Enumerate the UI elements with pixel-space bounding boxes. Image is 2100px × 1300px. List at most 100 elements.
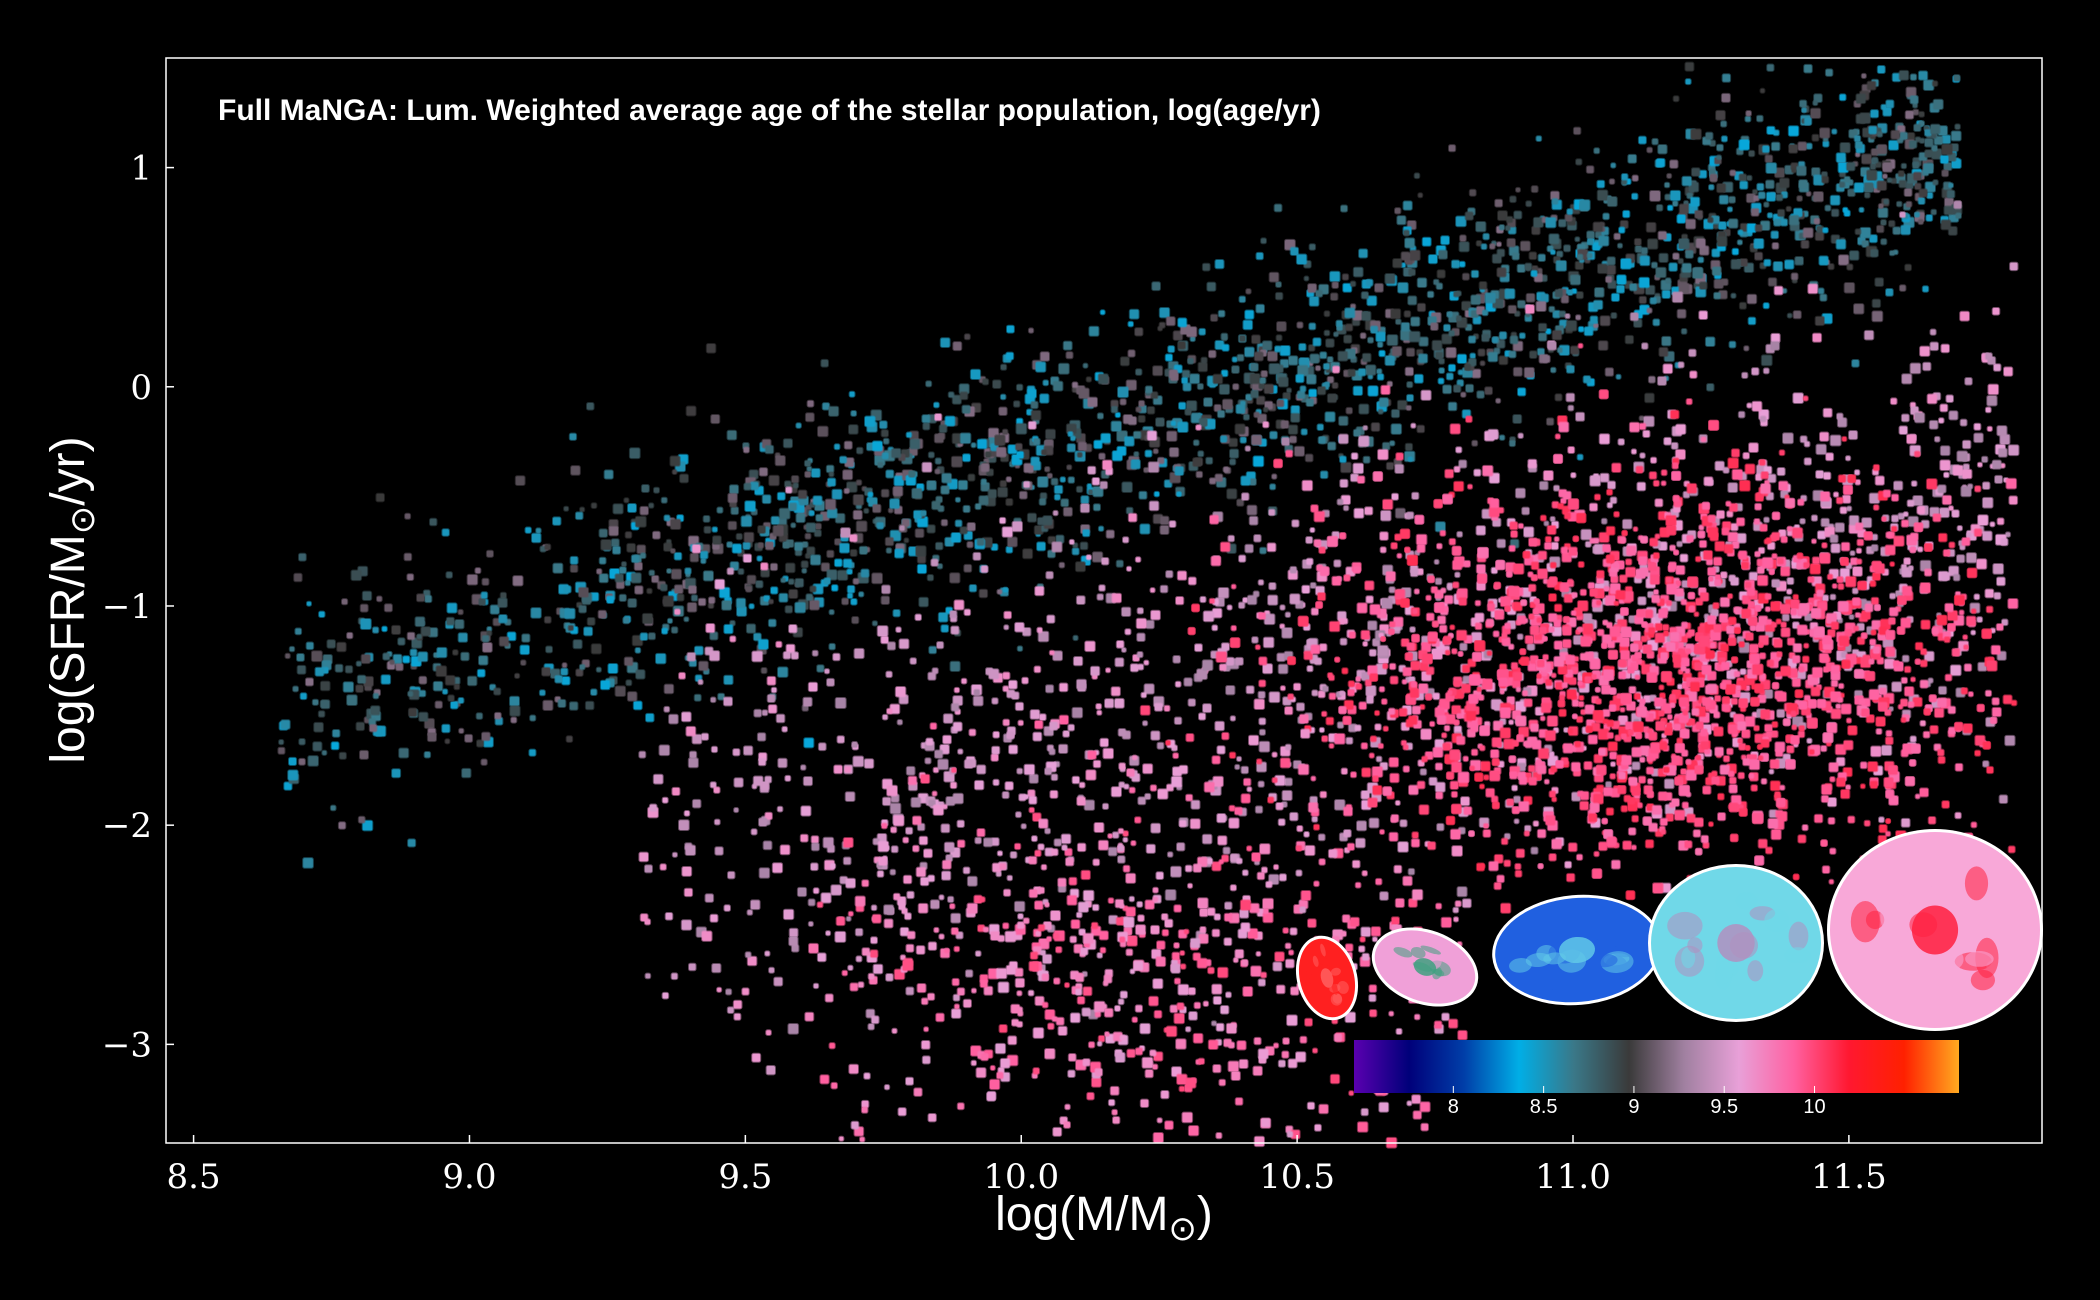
data-point <box>404 512 412 520</box>
data-point <box>1151 281 1161 292</box>
data-point <box>817 425 829 438</box>
data-point <box>1719 571 1728 579</box>
data-point <box>606 595 615 605</box>
data-point <box>742 553 753 563</box>
data-point <box>939 337 951 349</box>
data-point <box>761 709 769 717</box>
data-point <box>355 684 364 694</box>
data-point <box>1798 179 1809 190</box>
data-point <box>1324 411 1336 423</box>
data-point <box>661 991 670 1000</box>
data-point <box>1192 439 1200 447</box>
data-point <box>376 595 383 603</box>
data-point <box>1268 691 1281 704</box>
data-point <box>1649 190 1661 202</box>
data-point <box>1255 303 1266 314</box>
data-point <box>1731 468 1744 481</box>
data-point <box>816 952 827 963</box>
data-point <box>931 667 939 675</box>
data-point <box>1854 522 1864 531</box>
data-point <box>826 477 837 487</box>
data-point <box>1924 149 1934 159</box>
data-point <box>1822 407 1833 418</box>
data-point <box>1140 691 1148 699</box>
data-point <box>713 786 721 794</box>
data-point <box>1607 741 1619 752</box>
data-point <box>725 988 733 996</box>
data-point <box>1537 322 1548 333</box>
data-point <box>1634 674 1641 681</box>
data-point <box>833 443 841 451</box>
data-point <box>1902 511 1909 518</box>
data-point <box>1152 448 1159 455</box>
data-point <box>524 526 532 534</box>
data-point <box>1786 525 1793 532</box>
data-point <box>757 525 767 534</box>
data-point <box>306 600 312 607</box>
data-point <box>1946 189 1956 199</box>
data-point <box>1248 515 1259 526</box>
data-point <box>1848 430 1859 441</box>
data-point <box>967 473 976 482</box>
data-point <box>1192 457 1203 468</box>
data-point <box>1952 464 1964 477</box>
data-point <box>441 723 451 734</box>
data-point <box>1587 734 1599 745</box>
data-point <box>680 919 693 931</box>
data-point <box>1742 451 1751 460</box>
data-point <box>1919 787 1930 798</box>
data-point <box>1005 498 1014 507</box>
data-point <box>1313 538 1322 548</box>
data-point <box>1818 255 1829 266</box>
data-point <box>1358 248 1369 259</box>
data-point <box>1268 582 1277 591</box>
data-point <box>1139 523 1151 535</box>
data-point <box>1723 543 1734 554</box>
data-point <box>312 741 323 752</box>
data-point <box>1075 595 1086 606</box>
data-point <box>1085 376 1092 383</box>
data-point <box>498 636 510 647</box>
data-point <box>1909 95 1919 105</box>
data-point <box>1051 541 1063 553</box>
data-point <box>894 548 905 559</box>
data-point <box>1391 492 1399 501</box>
data-point <box>1657 144 1668 155</box>
data-point <box>1251 636 1259 644</box>
data-point <box>1919 582 1932 594</box>
data-point <box>1304 453 1314 463</box>
data-point <box>1947 705 1957 715</box>
data-point <box>1859 112 1872 125</box>
data-point <box>1354 724 1362 732</box>
data-point <box>1303 275 1310 282</box>
data-point <box>1217 835 1228 846</box>
data-point <box>1396 552 1403 559</box>
data-point <box>1532 820 1540 828</box>
data-point <box>852 577 860 585</box>
data-point <box>934 413 943 422</box>
data-point <box>1285 449 1294 458</box>
data-point <box>1940 219 1952 231</box>
data-point <box>976 764 987 775</box>
data-point <box>1880 238 1888 246</box>
data-point <box>1687 628 1696 637</box>
data-point <box>758 467 769 477</box>
data-point <box>1535 135 1543 142</box>
data-point <box>1813 217 1821 225</box>
data-point <box>1259 546 1267 555</box>
data-point <box>1914 412 1926 424</box>
data-point <box>1661 623 1670 632</box>
data-point <box>1402 229 1411 237</box>
data-point <box>416 633 423 640</box>
data-point <box>1728 574 1737 583</box>
data-point <box>1651 804 1663 816</box>
data-point <box>834 697 847 709</box>
data-point <box>1350 452 1359 461</box>
data-point <box>689 552 700 563</box>
data-point <box>812 495 823 506</box>
data-point <box>784 605 793 614</box>
data-point <box>627 598 638 608</box>
data-point <box>1750 207 1760 217</box>
data-point <box>966 875 978 887</box>
data-point <box>1722 466 1730 474</box>
